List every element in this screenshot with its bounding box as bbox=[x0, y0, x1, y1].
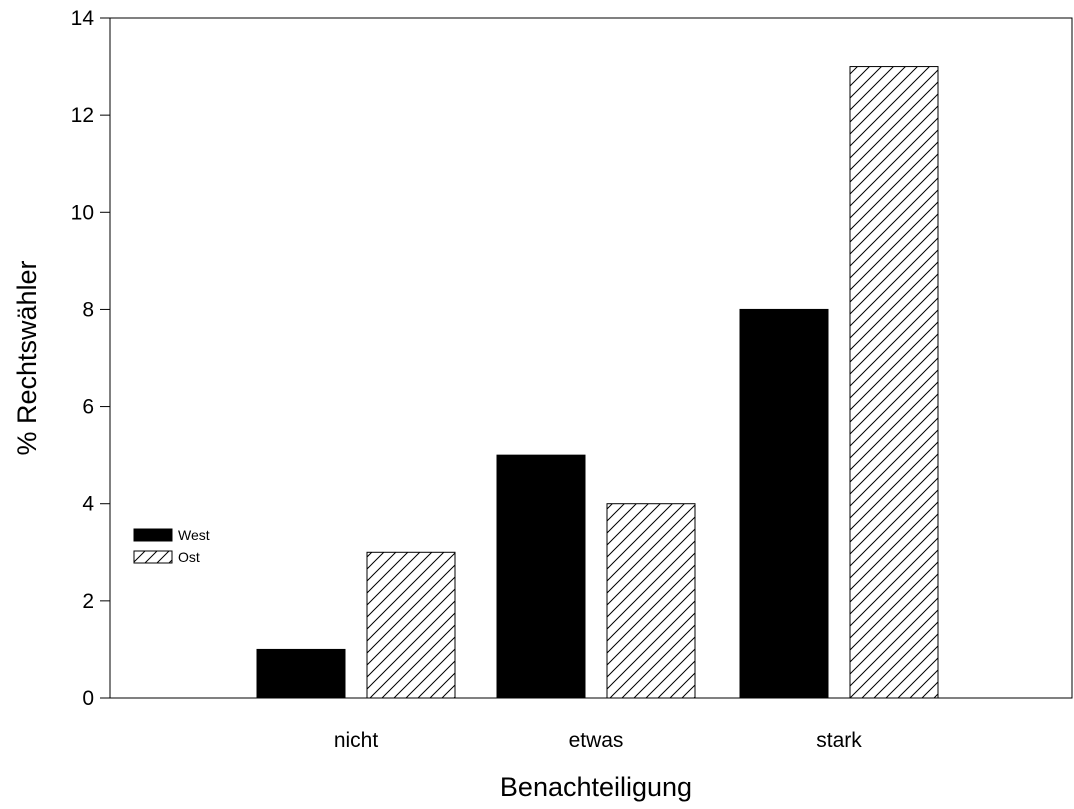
bar-west-etwas bbox=[496, 454, 586, 699]
x-tick-label-stark: stark bbox=[816, 729, 862, 752]
legend-swatch-ost bbox=[133, 550, 173, 564]
bar-ost-etwas bbox=[606, 503, 696, 699]
y-tick-label-8: 8 bbox=[82, 298, 94, 321]
x-tick-label-nicht: nicht bbox=[334, 729, 379, 752]
y-tick-label-10: 10 bbox=[71, 201, 94, 224]
legend-label-west: West bbox=[178, 527, 210, 543]
legend: West Ost bbox=[133, 527, 210, 565]
y-tick-label-2: 2 bbox=[82, 590, 94, 613]
y-tick-label-12: 12 bbox=[71, 104, 94, 127]
bar-ost-nicht bbox=[366, 551, 456, 699]
y-tick-label-14: 14 bbox=[71, 7, 95, 30]
x-axis-title: Benachteiligung bbox=[500, 772, 692, 802]
legend-label-ost: Ost bbox=[178, 549, 200, 565]
y-tick-label-0: 0 bbox=[82, 687, 94, 710]
x-tick-label-etwas: etwas bbox=[569, 729, 624, 752]
bar-ost-stark bbox=[849, 66, 939, 699]
legend-swatch-west bbox=[133, 528, 173, 542]
plot-frame bbox=[109, 17, 1073, 699]
bar-west-nicht bbox=[256, 648, 346, 699]
y-axis-title: % Rechtswähler bbox=[12, 260, 42, 455]
y-tick-label-6: 6 bbox=[82, 396, 94, 419]
bar-west-stark bbox=[739, 308, 829, 699]
y-tick-label-4: 4 bbox=[82, 493, 94, 516]
